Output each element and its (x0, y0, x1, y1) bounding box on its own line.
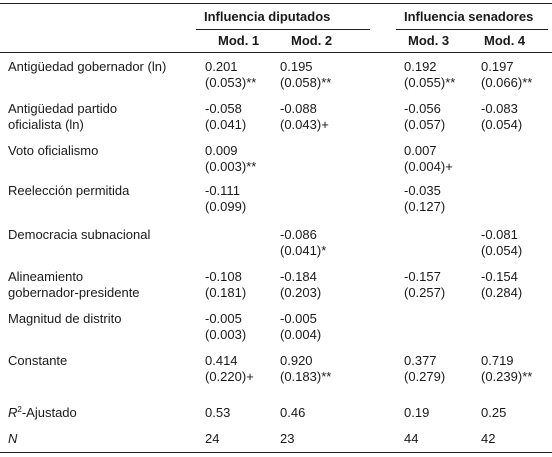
std-error: (0.003) (205, 327, 247, 342)
n-value-3: 44 (404, 431, 419, 446)
std-error: (0.053)** (205, 75, 257, 90)
coefficient: -0.083 (481, 101, 518, 116)
std-error: (0.043)+ (280, 117, 329, 132)
std-error: (0.203) (280, 285, 322, 300)
bottom-rule (0, 452, 552, 453)
std-error: (0.054) (481, 117, 523, 132)
std-error: (0.041)* (280, 243, 327, 258)
coefficient: 0.009 (205, 143, 238, 158)
r2-value-2: 0.46 (280, 405, 306, 420)
row-label: Democracia subnacional (8, 227, 151, 242)
group-rule-diputados (196, 29, 370, 30)
coefficient: -0.005 (205, 311, 242, 326)
coefficient: 0.201 (205, 59, 238, 74)
coefficient: 0.197 (481, 59, 514, 74)
r2-value-4: 0.25 (481, 405, 507, 420)
coefficient: 0.192 (404, 59, 437, 74)
coefficient: -0.086 (280, 227, 317, 242)
group-rule-senadores (396, 29, 548, 30)
coefficient: 0.377 (404, 353, 437, 368)
model-header-1: Mod. 1 (218, 33, 260, 48)
std-error: (0.003)** (205, 159, 257, 174)
row-label: Alineamiento (8, 269, 84, 284)
row-label: oficialista (ln) (8, 117, 84, 132)
row-label: Magnitud de distrito (8, 311, 122, 326)
group-header-diputados: Influencia diputados (204, 9, 331, 24)
std-error: (0.181) (205, 285, 247, 300)
r2-value-3: 0.19 (404, 405, 430, 420)
coefficient: -0.056 (404, 101, 441, 116)
n-value-1: 24 (205, 431, 220, 446)
coefficient: -0.035 (404, 183, 441, 198)
std-error: (0.055)** (404, 75, 456, 90)
std-error: (0.066)** (481, 75, 533, 90)
coefficient: 0.719 (481, 353, 514, 368)
std-error: (0.054) (481, 243, 523, 258)
model-header-3: Mod. 3 (408, 33, 450, 48)
header-rule (0, 52, 552, 53)
std-error: (0.239)** (481, 369, 533, 384)
std-error: (0.004) (280, 327, 322, 342)
std-error: (0.257) (404, 285, 446, 300)
coefficient: 0.414 (205, 353, 238, 368)
std-error: (0.041) (205, 117, 247, 132)
n-value-4: 42 (481, 431, 496, 446)
coefficient: -0.154 (481, 269, 518, 284)
row-label: Antigüedad partido (8, 101, 118, 116)
row-label: Voto oficialismo (8, 143, 99, 158)
group-header-senadores: Influencia senadores (404, 9, 534, 24)
coefficient: -0.058 (205, 101, 242, 116)
coefficient: -0.157 (404, 269, 441, 284)
r2-value-1: 0.53 (205, 405, 231, 420)
coefficient: -0.184 (280, 269, 317, 284)
coefficient: -0.005 (280, 311, 317, 326)
model-header-2: Mod. 2 (291, 33, 333, 48)
coefficient: 0.195 (280, 59, 313, 74)
top-rule (0, 3, 552, 4)
std-error: (0.057) (404, 117, 446, 132)
coefficient: 0.920 (280, 353, 313, 368)
n-label: N (8, 431, 18, 446)
n-value-2: 23 (280, 431, 295, 446)
std-error: (0.058)** (280, 75, 332, 90)
row-label: Reelección permitida (8, 183, 130, 198)
coefficient: 0.007 (404, 143, 437, 158)
coefficient: -0.111 (205, 183, 240, 198)
std-error: (0.220)+ (205, 369, 254, 384)
std-error: (0.279) (404, 369, 446, 384)
std-error: (0.099) (205, 199, 247, 214)
model-header-4: Mod. 4 (484, 33, 526, 48)
coefficient: -0.108 (205, 269, 242, 284)
coefficient: -0.088 (280, 101, 317, 116)
std-error: (0.183)** (280, 369, 332, 384)
r2-label: R2-Ajustado (8, 405, 77, 420)
row-label: Antigüedad gobernador (ln) (8, 59, 167, 74)
std-error: (0.127) (404, 199, 446, 214)
row-label: gobernador-presidente (8, 285, 140, 300)
coefficient: -0.081 (481, 227, 518, 242)
std-error: (0.284) (481, 285, 523, 300)
std-error: (0.004)+ (404, 159, 453, 174)
row-label: Constante (8, 353, 68, 368)
